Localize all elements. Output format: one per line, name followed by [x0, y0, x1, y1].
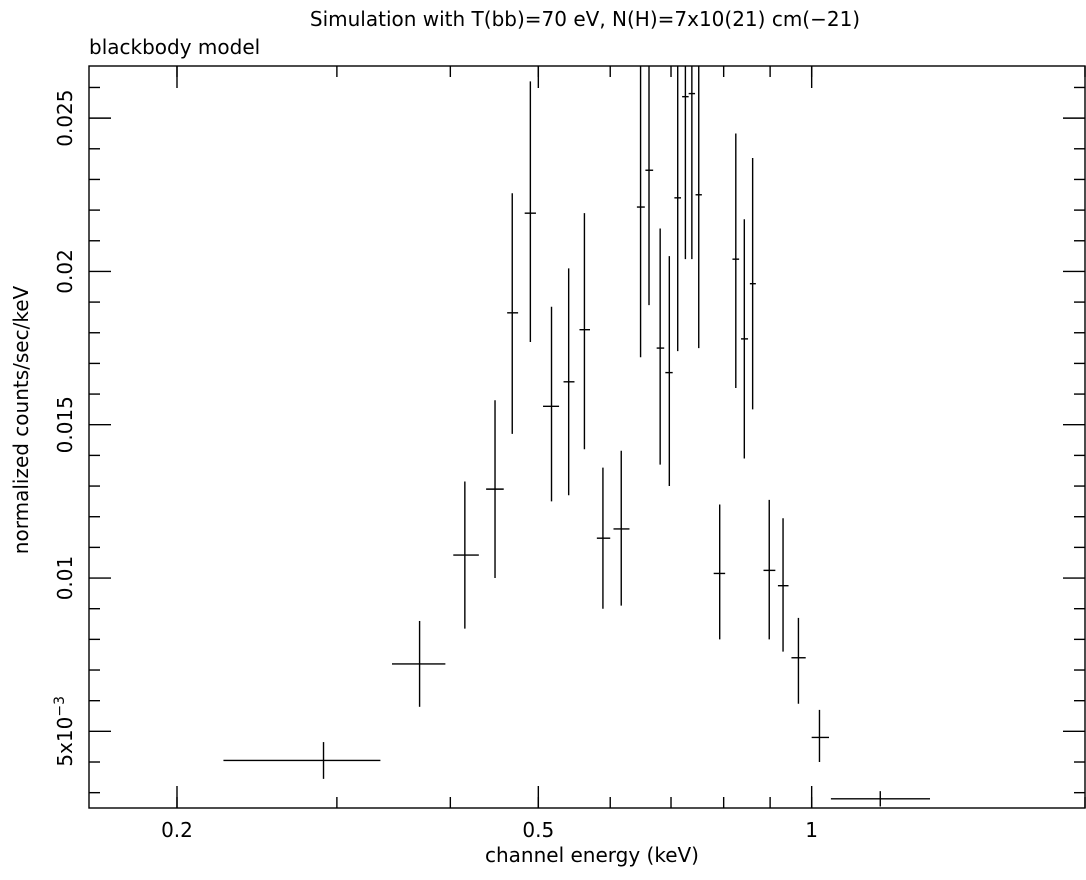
data-point: [777, 518, 789, 652]
data-point: [732, 133, 740, 388]
data-point: [763, 499, 776, 640]
data-point: [749, 157, 756, 410]
x-minor-ticks: [176, 66, 1086, 808]
data-point: [791, 617, 806, 704]
data-point: [453, 481, 479, 629]
data-point: [713, 504, 726, 640]
data-point: [486, 400, 504, 579]
data-point: [830, 791, 931, 807]
x-axis-label: channel energy (keV): [485, 843, 699, 867]
data-point: [543, 306, 560, 502]
y-tick-label: 0.02: [53, 249, 77, 294]
data-point: [665, 256, 673, 487]
data-point: [596, 467, 611, 609]
data-point: [507, 193, 519, 434]
data-points: [223, 66, 931, 807]
data-point: [579, 213, 590, 450]
data-point: [223, 742, 381, 779]
x-tick-label: 0.2: [161, 818, 193, 842]
chart-title: Simulation with T(bb)=70 eV, N(H)=7x10(2…: [310, 7, 860, 31]
y-tick-label: 0.015: [53, 396, 77, 453]
data-point: [613, 450, 630, 606]
data-point: [695, 66, 702, 349]
data-point: [392, 620, 446, 707]
x-major-ticks: [176, 66, 813, 808]
plot-frame: [88, 65, 1086, 809]
y-tick-label: 5x10−3: [52, 696, 77, 767]
y-tick-label: 0.025: [53, 89, 77, 146]
data-point: [811, 709, 830, 763]
data-point: [524, 81, 536, 342]
y-tick-label: 0.01: [53, 556, 77, 601]
data-point: [645, 66, 654, 306]
data-point: [563, 268, 575, 496]
x-tick-label: 0.5: [522, 818, 554, 842]
data-point: [636, 66, 645, 358]
data-point: [688, 66, 696, 260]
y-tick-labels: 5x10−3 0.01 0.015 0.02 0.025: [52, 89, 77, 766]
x-tick-label: 1: [805, 818, 818, 842]
y-axis-label: normalized counts/sec/keV: [9, 285, 33, 554]
data-point: [682, 66, 689, 260]
y-ticks: [89, 86, 1085, 794]
x-tick-labels: 0.2 0.5 1: [161, 818, 818, 842]
data-point: [674, 66, 682, 352]
data-point: [656, 228, 665, 465]
chart-subtitle: blackbody model: [89, 35, 260, 59]
data-point: [741, 219, 749, 459]
